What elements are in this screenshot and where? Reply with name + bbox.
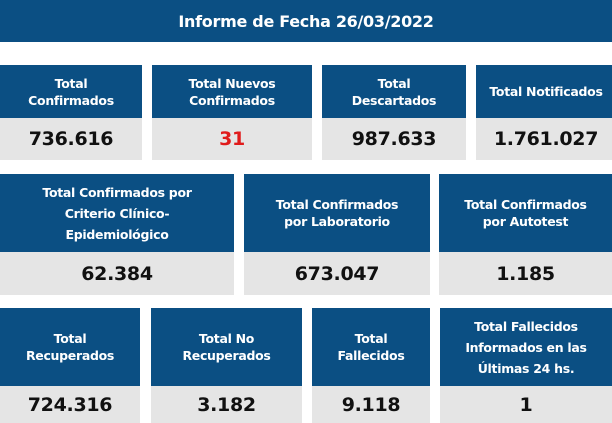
card-fallecidos-24hs: Total Fallecidos Informados en las Últim…	[440, 308, 612, 423]
card-label: Total Confirmados por Autotest	[439, 174, 612, 252]
card-label: Total Nuevos Confirmados	[152, 65, 312, 118]
card-label: Total Confirmados por Laboratorio	[244, 174, 430, 252]
card-value: 1	[440, 386, 612, 423]
card-value: 987.633	[322, 118, 466, 160]
card-value: 31	[152, 118, 312, 160]
card-total-confirmados: Total Confirmados 736.616	[0, 65, 142, 160]
card-label: Total Fallecidos	[312, 308, 430, 386]
card-value: 1.761.027	[476, 118, 612, 160]
card-confirmados-laboratorio: Total Confirmados por Laboratorio 673.04…	[244, 174, 430, 295]
card-value: 1.185	[439, 252, 612, 295]
card-total-nuevos-confirmados: Total Nuevos Confirmados 31	[152, 65, 312, 160]
card-value: 62.384	[0, 252, 234, 295]
card-total-fallecidos: Total Fallecidos 9.118	[312, 308, 430, 423]
card-label: Total Confirmados	[0, 65, 142, 118]
card-label: Total Notificados	[476, 65, 612, 118]
card-value: 736.616	[0, 118, 142, 160]
card-total-notificados: Total Notificados 1.761.027	[476, 65, 612, 160]
card-label: Total Descartados	[322, 65, 466, 118]
card-value: 3.182	[151, 386, 302, 423]
card-value: 673.047	[244, 252, 430, 295]
card-label: Total Confirmados por Criterio Clínico-E…	[0, 174, 234, 252]
card-label: Total No Recuperados	[151, 308, 302, 386]
card-confirmados-autotest: Total Confirmados por Autotest 1.185	[439, 174, 612, 295]
card-total-descartados: Total Descartados 987.633	[322, 65, 466, 160]
card-confirmados-clinico: Total Confirmados por Criterio Clínico-E…	[0, 174, 234, 295]
card-label: Total Recuperados	[0, 308, 140, 386]
report-title: Informe de Fecha 26/03/2022	[0, 0, 612, 42]
card-label: Total Fallecidos Informados en las Últim…	[440, 308, 612, 386]
card-total-no-recuperados: Total No Recuperados 3.182	[151, 308, 302, 423]
card-value: 724.316	[0, 386, 140, 423]
card-value: 9.118	[312, 386, 430, 423]
card-total-recuperados: Total Recuperados 724.316	[0, 308, 140, 423]
